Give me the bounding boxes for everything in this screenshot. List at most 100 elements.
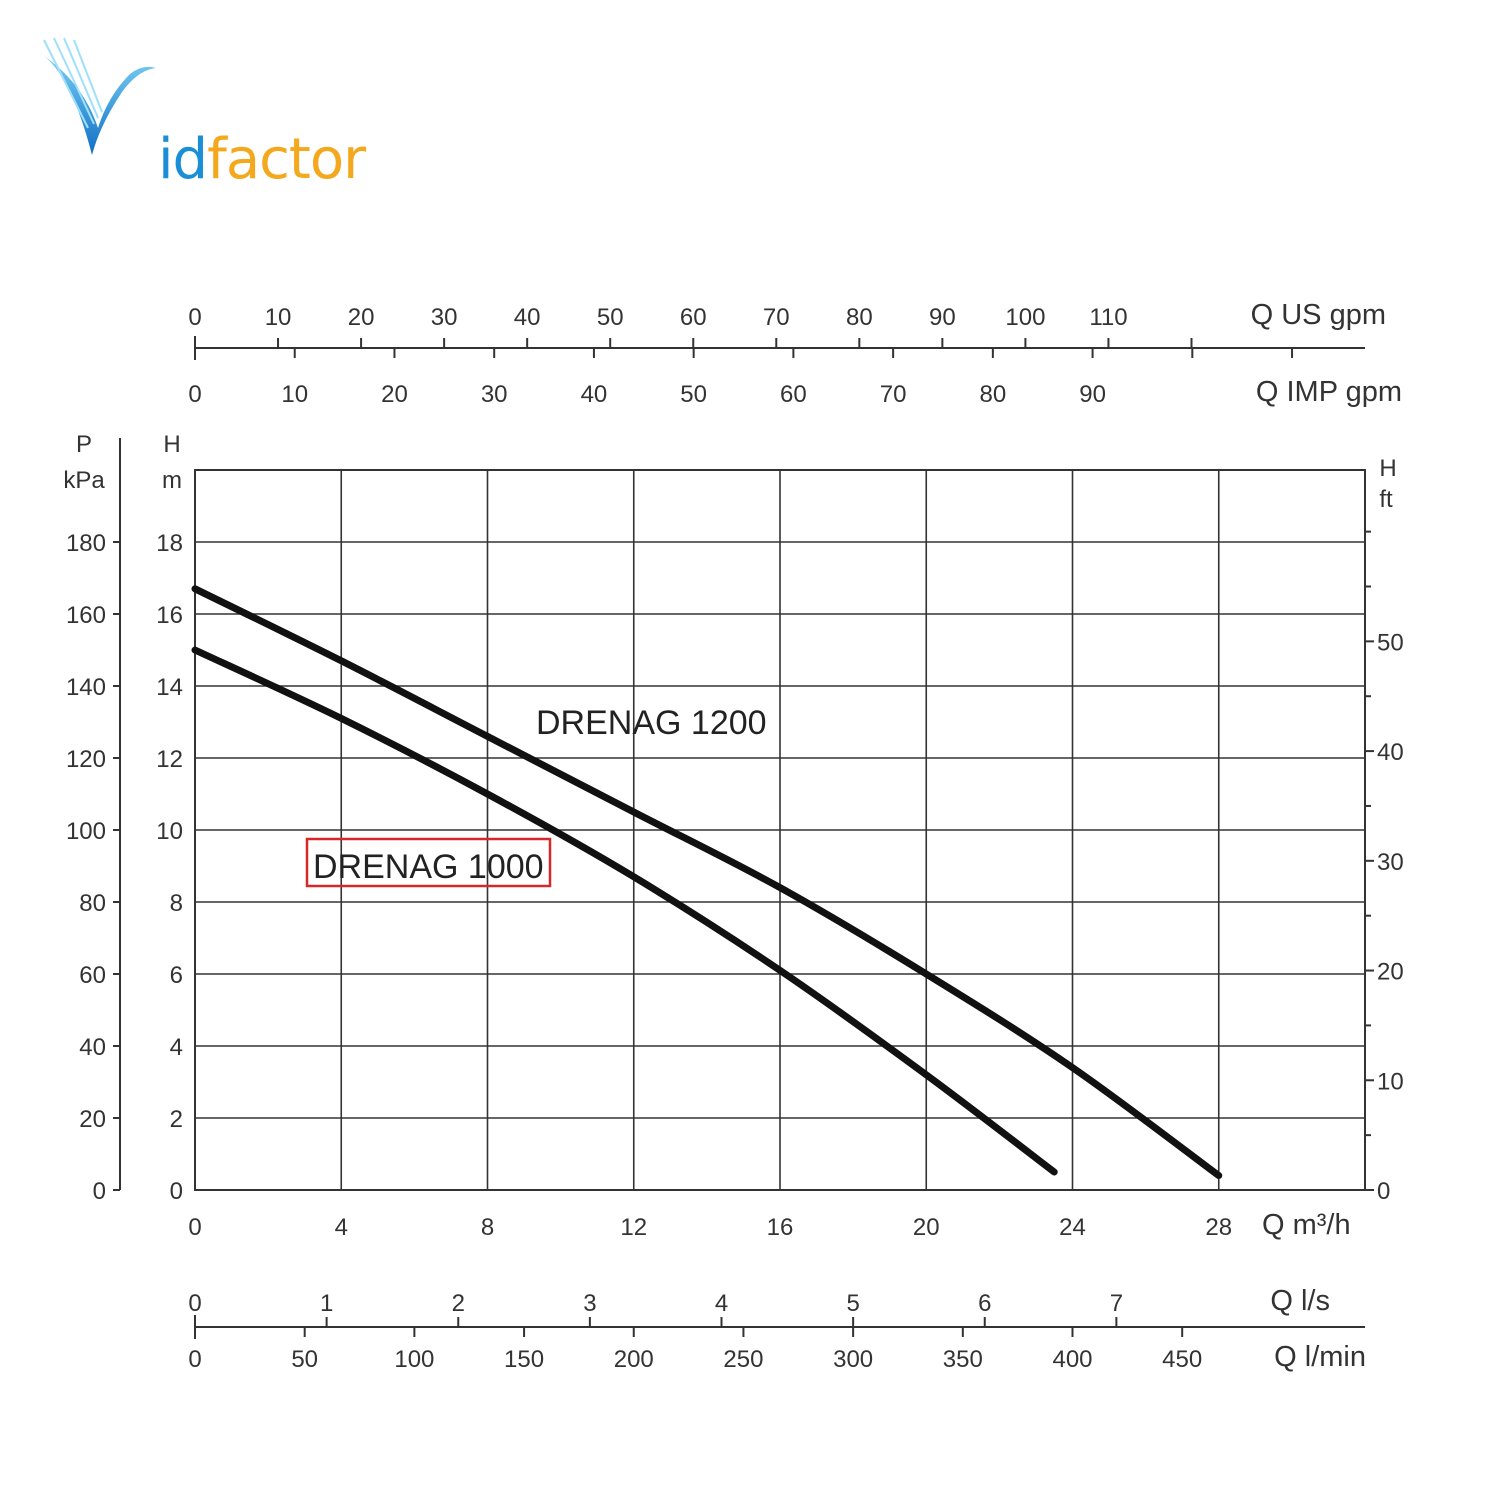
- pressure-axis-label-top: P: [76, 431, 92, 458]
- lmin-tick-label: 250: [723, 1346, 763, 1373]
- ls-tick-label: 0: [188, 1290, 201, 1317]
- axis-labels: 0 4 8 12 16 20 24 28 Q m³/h024681012141618Hm0204…: [63, 299, 1403, 1373]
- feet-axis-label-top: H: [1379, 455, 1396, 482]
- us-gpm-tick-label: 110: [1089, 304, 1127, 331]
- x-tick-label: 20: [913, 1214, 940, 1241]
- pressure-tick-label: 100: [66, 818, 106, 845]
- lmin-tick-label: 400: [1052, 1346, 1092, 1373]
- pressure-tick-label: 120: [66, 746, 106, 773]
- lmin-tick-label: 450: [1162, 1346, 1202, 1373]
- x-tick-label: 16: [767, 1214, 794, 1241]
- logo-wordmark: idfactor: [158, 127, 366, 192]
- pressure-tick-label: 0: [93, 1178, 106, 1205]
- pressure-tick-label: 140: [66, 674, 106, 701]
- y-tick-label: 14: [156, 674, 183, 701]
- imp-gpm-tick-label: 70: [880, 381, 907, 408]
- feet-tick-label: 50: [1377, 629, 1404, 656]
- feet-tick-label: 10: [1377, 1068, 1404, 1095]
- y-tick-label: 2: [170, 1106, 183, 1133]
- lmin-tick-label: 100: [394, 1346, 434, 1373]
- ls-tick-label: 1: [320, 1290, 333, 1317]
- vidfactor-logo: idfactor: [30, 30, 390, 190]
- y-tick-label: 18: [156, 530, 183, 557]
- lmin-axis-label: Q l/min: [1274, 1341, 1366, 1373]
- plot-grid: [194, 469, 1366, 1191]
- curve-label-drenag-1000: DRENAG 1000: [313, 848, 544, 886]
- us-gpm-tick-label: 30: [431, 304, 458, 331]
- logo-text-id: id: [158, 127, 208, 192]
- imp-gpm-tick-label: 10: [281, 381, 308, 408]
- y-axis-label-unit: m: [162, 467, 182, 494]
- us-gpm-tick-label: 0: [188, 304, 201, 331]
- ls-tick-label: 6: [978, 1290, 991, 1317]
- y-tick-label: 8: [170, 890, 183, 917]
- feet-axis-label-unit: ft: [1379, 486, 1393, 513]
- lmin-tick-label: 150: [504, 1346, 544, 1373]
- y-tick-label: 12: [156, 746, 183, 773]
- lmin-tick-label: 50: [291, 1346, 318, 1373]
- lmin-tick-label: 0: [188, 1346, 201, 1373]
- x-axis-label: Q m³/h: [1262, 1209, 1351, 1241]
- us-gpm-tick-label: 10: [265, 304, 292, 331]
- y-tick-label: 10: [156, 818, 183, 845]
- x-tick-label: 0: [188, 1214, 201, 1241]
- pressure-tick-label: 40: [79, 1034, 106, 1061]
- x-tick-label: 24: [1059, 1214, 1086, 1241]
- curve-drenag-1200: [191, 585, 1223, 1180]
- pressure-tick-label: 60: [79, 962, 106, 989]
- us-gpm-tick-label: 20: [348, 304, 375, 331]
- us-gpm-tick-label: 40: [514, 304, 541, 331]
- us-gpm-axis-label: Q US gpm: [1251, 299, 1386, 331]
- ls-tick-label: 3: [583, 1290, 596, 1317]
- lmin-tick-label: 300: [833, 1346, 873, 1373]
- us-gpm-tick-label: 60: [680, 304, 707, 331]
- feet-tick-label: 0: [1377, 1178, 1390, 1205]
- curve-drenag-1000: [191, 646, 1058, 1176]
- imp-gpm-tick-label: 20: [381, 381, 408, 408]
- imp-gpm-tick-label: 30: [481, 381, 508, 408]
- feet-tick-label: 40: [1377, 739, 1404, 766]
- x-tick-label: 28: [1205, 1214, 1232, 1241]
- pressure-tick-label: 160: [66, 602, 106, 629]
- us-gpm-tick-label: 50: [597, 304, 624, 331]
- imp-gpm-tick-label: 0: [188, 381, 201, 408]
- pressure-axis-label-unit: kPa: [63, 467, 105, 494]
- us-gpm-tick-label: 70: [763, 304, 790, 331]
- y-tick-label: 6: [170, 962, 183, 989]
- series-curves: [191, 585, 1223, 1180]
- pressure-tick-label: 20: [79, 1106, 106, 1133]
- pressure-tick-label: 180: [66, 530, 106, 557]
- imp-gpm-tick-label: 90: [1079, 381, 1106, 408]
- x-tick-label: 12: [620, 1214, 647, 1241]
- curve-annotations: DRENAG 1200 DRENAG 1000: [305, 704, 767, 888]
- ls-tick-label: 4: [715, 1290, 728, 1317]
- y-tick-label: 0: [170, 1178, 183, 1205]
- us-gpm-tick-label: 80: [846, 304, 873, 331]
- imp-gpm-tick-label: 60: [780, 381, 807, 408]
- logo-wing-icon: [38, 37, 156, 155]
- logo-text-factor: factor: [207, 127, 366, 192]
- feet-tick-label: 30: [1377, 849, 1404, 876]
- imp-gpm-axis-label: Q IMP gpm: [1256, 376, 1402, 408]
- us-gpm-tick-label: 90: [929, 304, 956, 331]
- chart-axes: [113, 336, 1374, 1339]
- imp-gpm-tick-label: 50: [680, 381, 707, 408]
- ls-tick-label: 2: [452, 1290, 465, 1317]
- lmin-tick-label: 200: [614, 1346, 654, 1373]
- highlight-box: [305, 837, 552, 888]
- ls-tick-label: 7: [1110, 1290, 1123, 1317]
- pressure-tick-label: 80: [79, 890, 106, 917]
- y-tick-label: 16: [156, 602, 183, 629]
- y-tick-label: 4: [170, 1034, 183, 1061]
- x-tick-label: 8: [481, 1214, 494, 1241]
- imp-gpm-tick-label: 40: [581, 381, 608, 408]
- imp-gpm-tick-label: 80: [980, 381, 1007, 408]
- ls-axis-label: Q l/s: [1270, 1285, 1330, 1317]
- y-axis-label-top: H: [163, 431, 180, 458]
- curve-label-drenag-1200: DRENAG 1200: [536, 704, 767, 742]
- lmin-tick-label: 350: [943, 1346, 983, 1373]
- feet-tick-label: 20: [1377, 959, 1404, 986]
- ls-tick-label: 5: [846, 1290, 859, 1317]
